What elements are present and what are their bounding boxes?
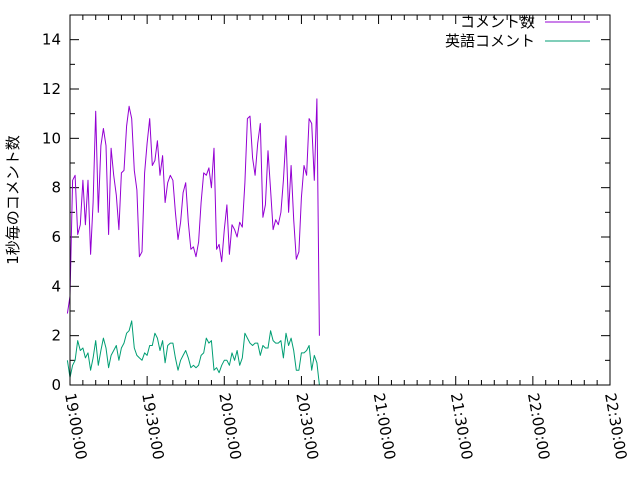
x-tick-label: 22:30:00: [601, 392, 630, 461]
y-tick-label: 6: [51, 228, 61, 246]
x-tick-label: 19:30:00: [138, 392, 167, 461]
x-tick-label: 21:30:00: [447, 392, 476, 461]
series-lines: [66, 98, 320, 386]
y-tick-label: 0: [51, 376, 61, 394]
y-tick-label: 12: [42, 80, 61, 98]
x-tick-label: 22:00:00: [524, 392, 553, 461]
series-line-2: [66, 320, 320, 386]
y-tick-label: 2: [51, 327, 61, 345]
legend-label: コメント数: [460, 13, 535, 31]
x-tick-label: 19:00:00: [61, 392, 90, 461]
x-tick-label: 20:30:00: [292, 392, 321, 461]
legend-label: 英語コメント: [445, 32, 535, 50]
y-tick-label: 8: [51, 179, 61, 197]
x-axis-ticks: 19:00:00 19:30:00 20:00:00 20:30:00 21:00:00…: [61, 15, 630, 461]
y-tick-label: 10: [42, 129, 61, 147]
plot-frame: [69, 14, 611, 386]
series-line-1: [66, 98, 320, 336]
y-axis-ticks: 0 2 4 6 8 10 12 14: [42, 31, 610, 394]
y-tick-label: 4: [51, 277, 61, 295]
y-axis-label: 1秒毎のコメント数: [4, 135, 22, 265]
x-tick-label: 20:00:00: [215, 392, 244, 461]
x-tick-label: 21:00:00: [370, 392, 399, 461]
y-tick-label: 14: [42, 31, 61, 49]
